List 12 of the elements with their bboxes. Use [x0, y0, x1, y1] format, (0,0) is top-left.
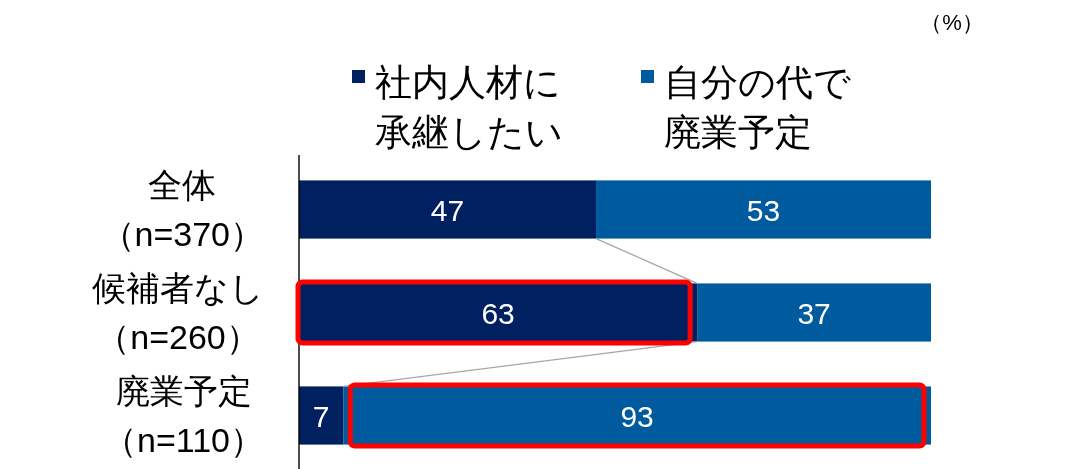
annotation: （%）: [920, 10, 984, 35]
category-label: 廃業予定（n=110）: [103, 372, 264, 459]
data-label: 47: [430, 193, 465, 227]
data-label: 63: [481, 296, 515, 330]
data-label: 7: [312, 399, 330, 433]
category-label: 候補者なし（n=260）: [92, 269, 264, 356]
legend-label: 社内人材に承継したい: [375, 62, 563, 153]
data-label: 53: [746, 193, 781, 227]
legend-label: 自分の代で廃業予定: [664, 62, 851, 153]
data-label: 37: [797, 296, 831, 330]
category-label: 全体（n=370）: [100, 166, 264, 253]
data-label: 93: [620, 399, 654, 433]
